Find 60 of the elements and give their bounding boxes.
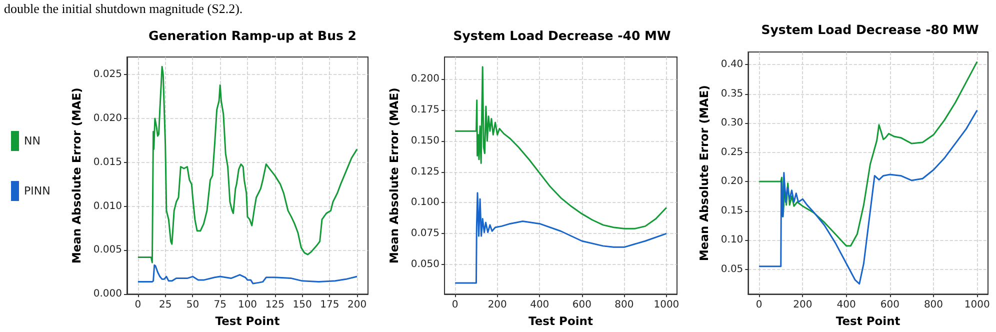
- y-axis-title: Mean Absolute Error (MAE): [69, 88, 84, 264]
- chart-title: Generation Ramp-up at Bus 2: [148, 28, 356, 43]
- y-tick-label: 0.025: [93, 69, 122, 80]
- y-tick-label: 0.40: [720, 59, 744, 70]
- y-tick-label: 0.050: [410, 258, 440, 270]
- x-tick-label: 0: [756, 300, 762, 311]
- y-tick-label: 0.30: [720, 118, 744, 129]
- y-axis-title: Mean Absolute Error (MAE): [387, 88, 401, 264]
- y-tick-label: 0.150: [410, 135, 440, 146]
- x-tick-label: 600: [572, 300, 592, 311]
- legend-label: PINN: [24, 184, 50, 198]
- y-tick-label: 0.125: [410, 166, 440, 178]
- y-tick-label: 0.200: [410, 74, 440, 85]
- y-tick-label: 0.35: [720, 88, 744, 100]
- line-series: [758, 109, 978, 285]
- x-tick-label: 0: [452, 300, 458, 311]
- x-tick-label: 100: [238, 300, 258, 311]
- x-axis-title: Test Point: [836, 314, 901, 328]
- y-tick-label: 0.05: [720, 264, 744, 275]
- y-tick-label: 0.25: [720, 146, 744, 158]
- line-series: [454, 66, 668, 230]
- y-tick-label: 0.010: [93, 200, 122, 212]
- x-tick-label: 200: [488, 300, 507, 311]
- x-tick-label: 25: [158, 300, 172, 311]
- x-tick-label: 125: [265, 300, 284, 311]
- x-tick-label: 200: [348, 300, 367, 311]
- y-tick-label: 0.20: [720, 176, 744, 188]
- line-series: [137, 264, 358, 284]
- x-tick-label: 75: [214, 300, 226, 311]
- y-tick-label: 0.075: [410, 228, 440, 240]
- x-tick-label: 150: [292, 300, 312, 311]
- x-tick-label: 1000: [654, 300, 680, 311]
- legend-label: NN: [24, 134, 40, 148]
- y-axis-title: Mean Absolute Error (MAE): [697, 85, 711, 262]
- x-tick-label: 200: [793, 300, 812, 311]
- x-tick-label: 400: [836, 300, 856, 311]
- y-tick-label: 0.175: [410, 104, 440, 116]
- line-series: [137, 66, 358, 264]
- y-tick-label: 0.15: [720, 205, 744, 216]
- chart-title: System Load Decrease -40 MW: [453, 28, 671, 43]
- x-tick-label: 800: [924, 300, 944, 311]
- x-tick-label: 600: [880, 300, 900, 311]
- x-tick-label: 0: [134, 300, 142, 311]
- x-tick-label: 175: [320, 300, 340, 311]
- x-axis-title: Test Point: [215, 314, 280, 328]
- text: double the initial shutdown magnitude (S2.2).: [4, 1, 243, 16]
- y-tick-label: 0.100: [410, 197, 440, 208]
- x-axis-title: Test Point: [528, 314, 594, 328]
- y-tick-label: 0.10: [720, 234, 744, 246]
- chart-title: System Load Decrease -80 MW: [761, 22, 979, 37]
- y-tick-label: 0.015: [93, 156, 122, 168]
- line-series: [758, 60, 978, 247]
- y-tick-label: 0.020: [93, 112, 122, 124]
- y-tick-label: 0.005: [93, 244, 122, 256]
- x-tick-label: 50: [186, 300, 200, 311]
- x-tick-label: 1000: [964, 300, 990, 311]
- line-series: [454, 192, 668, 284]
- x-tick-label: 400: [530, 300, 550, 311]
- y-tick-label: 0.000: [93, 288, 122, 300]
- x-tick-label: 800: [614, 300, 634, 311]
